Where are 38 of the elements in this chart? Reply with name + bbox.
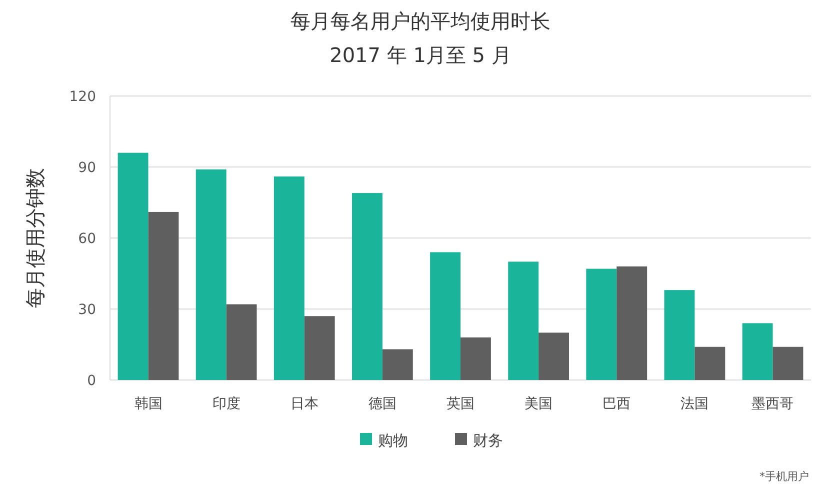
x-tick-label: 韩国	[134, 396, 162, 412]
x-tick-label: 美国	[524, 396, 553, 412]
bar	[148, 212, 179, 380]
bar	[508, 262, 539, 380]
x-tick-label: 法国	[680, 396, 709, 412]
bar	[274, 176, 304, 380]
bar	[352, 193, 382, 380]
legend-label: 购物	[378, 431, 408, 450]
bar	[616, 266, 648, 380]
y-tick-label: 90	[78, 160, 96, 176]
y-tick-label: 60	[78, 230, 96, 247]
bar	[460, 337, 491, 380]
bar	[196, 169, 226, 380]
y-tick-label: 0	[87, 372, 96, 389]
legend-label: 财务	[473, 431, 503, 450]
x-tick-label: 巴西	[602, 396, 631, 412]
bar	[118, 152, 148, 380]
y-tick-label: 120	[69, 88, 96, 105]
x-tick-label: 日本	[290, 396, 318, 412]
bar	[664, 290, 695, 380]
y-tick-label: 30	[78, 302, 96, 318]
bar	[772, 346, 804, 380]
x-tick-label: 印度	[212, 396, 240, 412]
x-tick-label: 德国	[368, 396, 396, 412]
bar	[382, 349, 413, 380]
bar	[586, 268, 617, 380]
bar	[226, 304, 257, 380]
chart-subtitle: 2017 年 1月至 5 月	[330, 43, 512, 67]
y-axis-title: 每月使用分钟数	[23, 168, 47, 308]
x-tick-label: 英国	[446, 396, 474, 412]
bar	[430, 252, 460, 380]
bar	[304, 316, 335, 380]
text: *手机用户	[760, 470, 809, 483]
bar	[538, 332, 570, 380]
bar	[694, 346, 726, 380]
x-tick-label: 墨西哥	[752, 396, 794, 412]
chart-title: 每月每名用户的平均使用时长	[290, 9, 550, 33]
bar	[742, 323, 773, 380]
